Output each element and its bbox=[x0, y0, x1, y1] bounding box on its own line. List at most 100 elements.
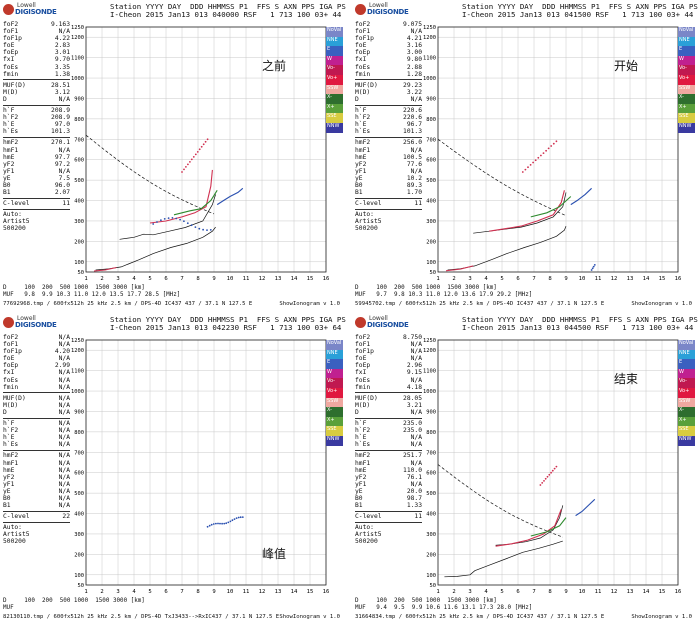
height-tick-label: 500 bbox=[74, 178, 84, 184]
param-value: N/A bbox=[410, 95, 422, 103]
param-name: foEs bbox=[3, 63, 19, 71]
legend-swatch-x: X- bbox=[678, 407, 695, 417]
param-row: foEp 3.00 bbox=[355, 49, 422, 56]
height-tick-label: 400 bbox=[426, 199, 436, 205]
height-tick-label: 300 bbox=[426, 532, 436, 538]
scatter-echo-dot bbox=[194, 226, 197, 229]
height-tick-label: 800 bbox=[426, 117, 436, 123]
multihop-echo-dot bbox=[539, 484, 542, 486]
param-name: hmF1 bbox=[3, 146, 19, 154]
frequency-tick-label: 4 bbox=[132, 589, 136, 595]
divider bbox=[355, 208, 422, 210]
param-value: 3.16 bbox=[406, 42, 422, 50]
multihop-echo-dot bbox=[544, 477, 547, 480]
legend-swatch-ssw: SSW bbox=[678, 84, 695, 95]
param-name: D bbox=[3, 95, 7, 103]
weak-echo-dot bbox=[217, 522, 219, 525]
frequency-tick-label: 5 bbox=[500, 276, 503, 282]
auto-title: Auto: bbox=[355, 211, 374, 219]
multihop-echo-dot bbox=[185, 166, 187, 168]
legend-swatch-nne: NNE bbox=[678, 36, 695, 47]
param-value: N/A bbox=[410, 441, 422, 449]
frequency-tick-label: 1 bbox=[84, 276, 87, 282]
param-value: N/A bbox=[58, 401, 70, 409]
param-row: fmin 4.18 bbox=[355, 384, 422, 391]
param-value: 9.70 bbox=[54, 56, 70, 64]
param-row: foE 2.83 bbox=[3, 42, 70, 49]
phase-annotation: 峰值 bbox=[262, 547, 287, 561]
param-name: foE bbox=[355, 355, 367, 363]
param-row: hmF2 256.0 bbox=[355, 139, 422, 146]
param-row: h`F2 235.0 bbox=[355, 427, 422, 434]
logo-line1: Lowell bbox=[17, 315, 36, 322]
param-row: hmE 97.7 bbox=[3, 154, 70, 161]
legend: NoVal NNE E W Vo- Vo+ SSW X- X+ SSE NNW bbox=[326, 340, 343, 446]
weak-echo-dot bbox=[212, 523, 215, 525]
param-row: yE 7.5 bbox=[3, 175, 70, 182]
param-row: h`E N/A bbox=[3, 434, 70, 441]
true-height-profile bbox=[95, 226, 216, 271]
param-value: 235.0 bbox=[403, 420, 422, 428]
scatter-echo-dot bbox=[163, 218, 166, 220]
frequency-tick-label: 5 bbox=[148, 589, 151, 595]
param-name: foEp bbox=[355, 49, 371, 57]
multihop-echo-dot bbox=[532, 161, 534, 164]
param-row: hmE 110.0 bbox=[355, 467, 422, 474]
param-value: 101.3 bbox=[403, 128, 422, 136]
param-value: N/A bbox=[58, 383, 70, 391]
auto-title: Auto: bbox=[3, 211, 22, 219]
frequency-tick-label: 10 bbox=[579, 276, 586, 282]
param-row: B0 89.3 bbox=[355, 182, 422, 189]
height-tick-label: 1000 bbox=[71, 76, 84, 82]
auto-artist: Artist5 bbox=[3, 531, 70, 538]
weak-echo-dot bbox=[215, 522, 217, 525]
weak-echo-dot bbox=[229, 520, 232, 523]
frequency-tick-label: 1 bbox=[436, 276, 439, 282]
param-name: foF2 bbox=[355, 334, 371, 341]
clevel-value: 11 bbox=[62, 200, 70, 208]
param-row: M(D) 3.21 bbox=[355, 402, 422, 409]
version-label: ShowIonogram v 1.0 bbox=[279, 301, 340, 307]
f2-green-trace bbox=[173, 190, 218, 216]
param-row: D N/A bbox=[3, 96, 70, 103]
param-row: B1 1.33 bbox=[355, 502, 422, 509]
logo-mark-icon bbox=[3, 317, 14, 328]
height-tick-label: 200 bbox=[74, 239, 84, 245]
parameter-list: foF2 N/A foF1 N/A foF1p 4.20 foE N/A foEp 2.99 fxI… bbox=[3, 334, 70, 546]
param-row: hmE 100.5 bbox=[355, 154, 422, 161]
height-tick-label: 1200 bbox=[71, 348, 84, 354]
muf-row: MUF bbox=[3, 605, 14, 611]
param-row: fmin 1.38 bbox=[3, 71, 70, 78]
param-name: D bbox=[3, 408, 7, 416]
param-value: N/A bbox=[58, 466, 70, 474]
weak-echo-dot bbox=[219, 522, 221, 525]
height-tick-label: 700 bbox=[426, 137, 436, 143]
multihop-echo-dot bbox=[551, 469, 554, 472]
param-name: B0 bbox=[355, 494, 363, 502]
height-tick-label: 900 bbox=[74, 96, 84, 102]
weak-echo-dot bbox=[231, 519, 234, 522]
clevel-row: C-level 11 bbox=[3, 200, 70, 207]
frequency-tick-label: 10 bbox=[227, 589, 234, 595]
plot-frame bbox=[437, 339, 679, 586]
param-value: 3.12 bbox=[54, 88, 70, 96]
clevel-row: C-level 11 bbox=[355, 200, 422, 207]
f2-green-trace bbox=[530, 517, 567, 537]
d-row: D 100 200 500 1000 1500 3000 [km] bbox=[355, 285, 497, 291]
height-tick-label: 600 bbox=[426, 471, 436, 477]
param-value: N/A bbox=[58, 369, 70, 377]
frequency-tick-label: 9 bbox=[564, 589, 567, 595]
header-line-1: Station YYYY DAY DDD HHMMSS P1 FFS S AXN… bbox=[110, 315, 346, 324]
auto-version: Artist5 bbox=[3, 531, 30, 539]
param-name: h`F bbox=[355, 420, 367, 428]
param-row: fmin N/A bbox=[3, 384, 70, 391]
legend-swatch-vo: Vo- bbox=[326, 65, 343, 75]
frequency-tick-label: 1 bbox=[84, 589, 87, 595]
legend-swatch-x: X+ bbox=[678, 103, 695, 114]
param-name: D bbox=[355, 408, 359, 416]
param-name: foEp bbox=[3, 49, 19, 57]
multihop-echo-dot bbox=[534, 159, 537, 162]
height-tick-label: 600 bbox=[426, 158, 436, 164]
legend-swatch-noval: NoVal bbox=[326, 27, 343, 37]
auto-code: 500200 bbox=[355, 225, 422, 232]
